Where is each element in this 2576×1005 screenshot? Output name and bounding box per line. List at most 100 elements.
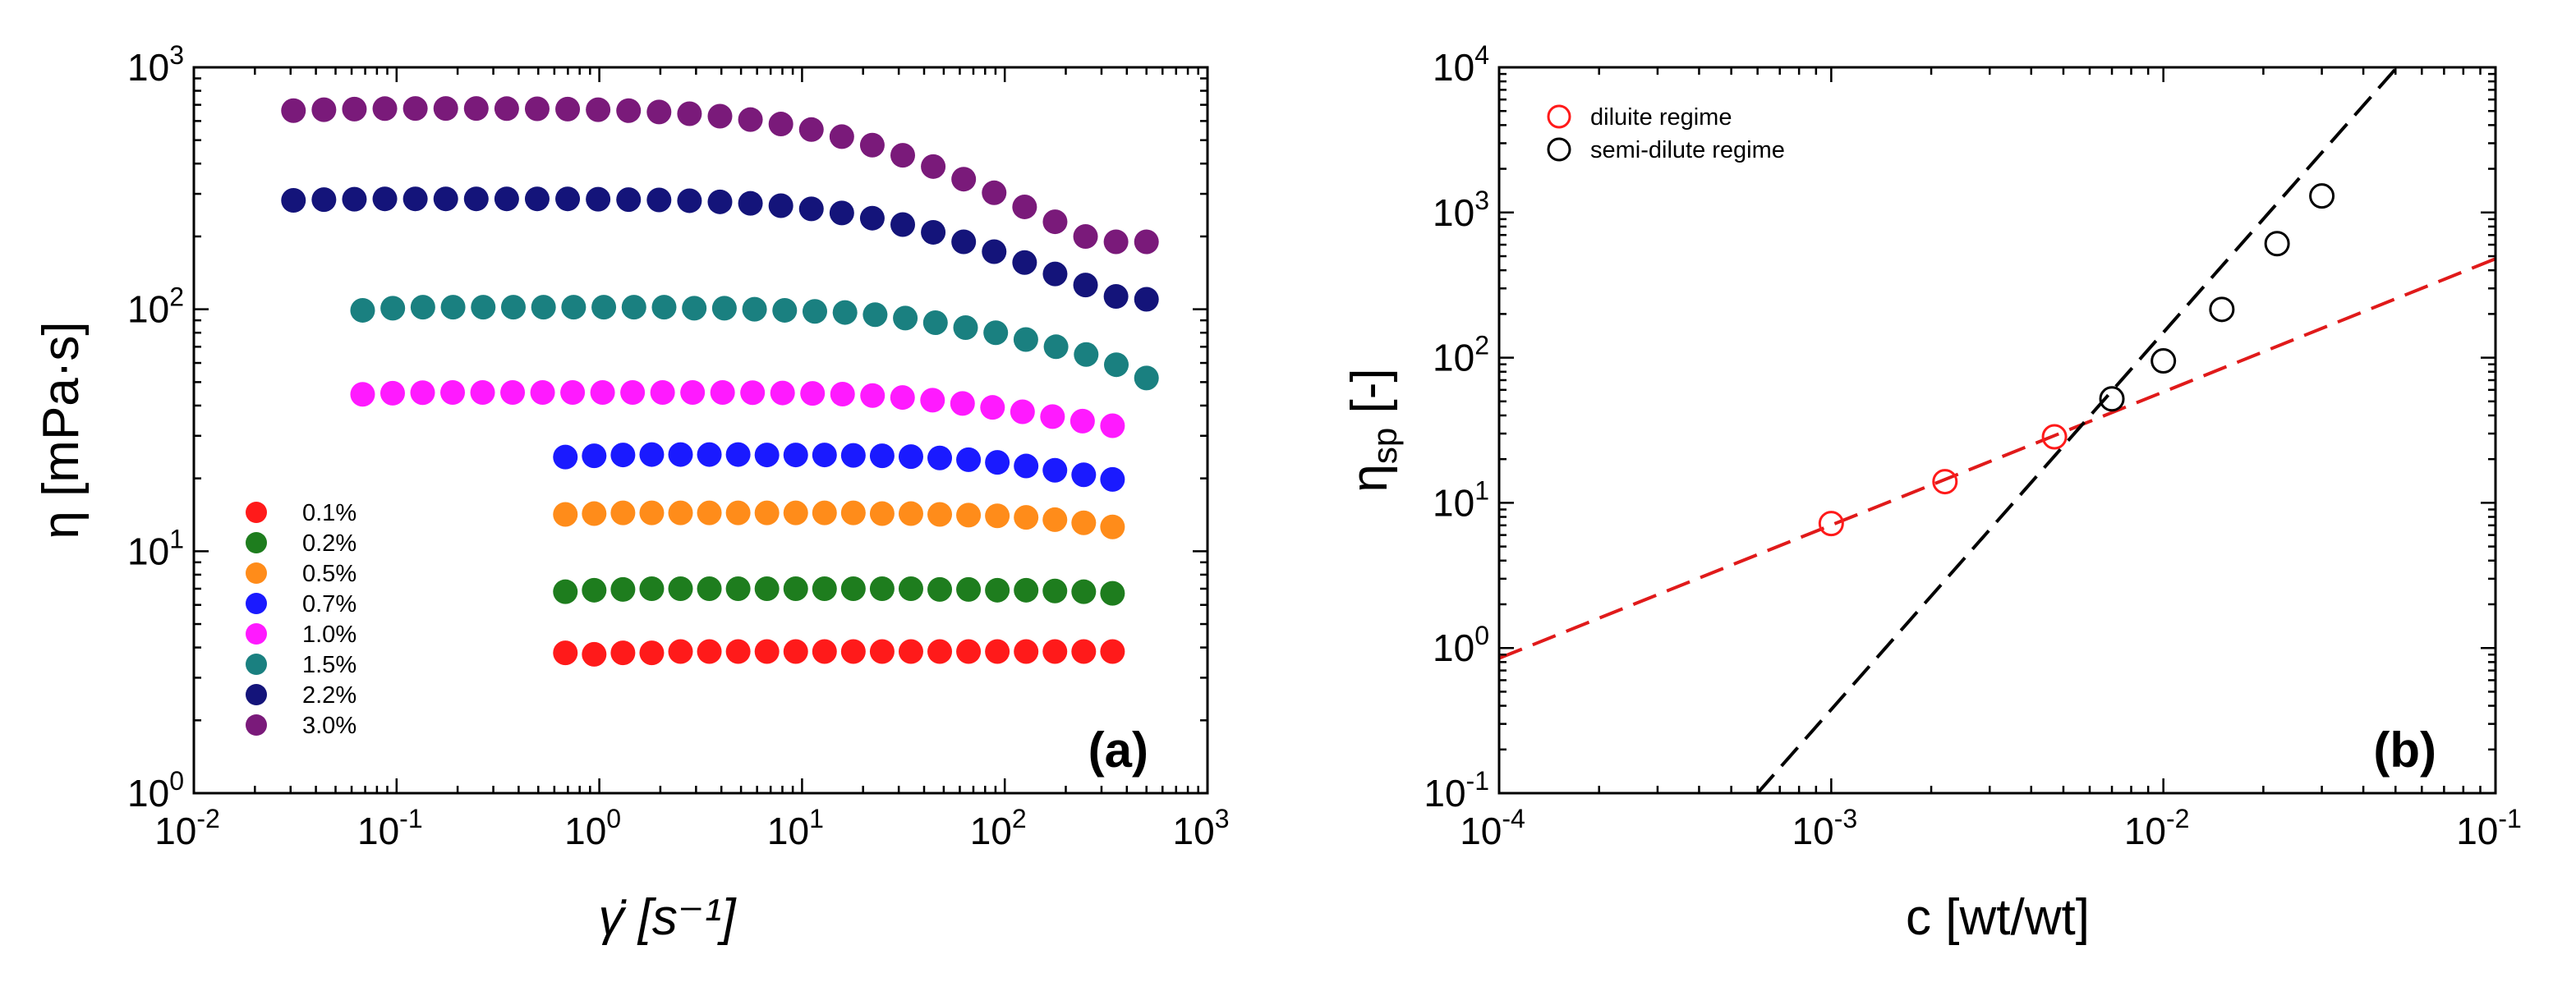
data-point — [1042, 578, 1068, 603]
panel-b-y-tick-exponent: 4 — [1474, 40, 1489, 70]
data-point — [921, 219, 946, 245]
data-point — [812, 443, 837, 468]
data-point — [372, 186, 398, 212]
data-point — [621, 295, 646, 320]
data-point — [380, 380, 405, 406]
panel-a-y-tick-label: 102 — [127, 282, 184, 331]
data-point — [500, 380, 526, 406]
data-point — [1012, 194, 1037, 219]
data-point — [342, 186, 367, 212]
data-point — [639, 500, 665, 525]
panel-a-y-tick-label: 101 — [127, 524, 184, 572]
data-point — [840, 639, 866, 664]
data-point — [890, 212, 916, 237]
data-point — [433, 96, 458, 122]
data-point — [840, 443, 866, 468]
panel-b-x-tick-exponent: -2 — [2166, 804, 2189, 833]
series-semi-dilute regime — [2099, 183, 2335, 412]
data-point — [677, 188, 702, 213]
panel-a-x-tick-label: 101 — [767, 804, 824, 852]
panel-a-y-tick-base: 10 — [127, 772, 169, 815]
panel-a-x-tick-exponent: -2 — [196, 804, 219, 833]
data-point — [677, 101, 702, 126]
data-point — [380, 296, 406, 321]
data-point — [463, 186, 489, 212]
panel-b-y-tick-exponent: 1 — [1474, 475, 1489, 505]
panel-b-y-tick-base: 10 — [1433, 481, 1474, 524]
data-point — [956, 447, 982, 472]
data-point — [311, 187, 337, 213]
data-point — [812, 639, 837, 664]
data-point — [898, 501, 923, 526]
panel-a-y-tick-exponent: 3 — [169, 40, 184, 70]
data-point — [1103, 284, 1129, 310]
legend-item: diluite regime — [1547, 104, 1732, 131]
data-point — [711, 296, 737, 321]
panel-b-y-tick-label: 10-1 — [1424, 766, 1489, 815]
legend-marker — [246, 623, 267, 645]
data-point — [738, 190, 763, 216]
data-point — [754, 500, 780, 525]
panel-a-x-tick-exponent: -1 — [399, 804, 422, 833]
data-point — [350, 382, 375, 407]
legend-marker — [246, 532, 267, 553]
data-point — [639, 640, 665, 666]
panel-a-x-tick-label: 10-2 — [154, 804, 220, 852]
data-point — [639, 442, 665, 467]
data-point — [1074, 342, 1099, 367]
panel-b-x-tick-base: 10 — [2124, 810, 2166, 852]
panel-b-y-axis-title: ηsp [-] — [1341, 368, 1404, 492]
panel-b-y-axis-title-sub: sp — [1365, 428, 1404, 464]
data-point — [2041, 424, 2068, 450]
data-point — [440, 295, 466, 320]
data-point — [668, 442, 693, 467]
panel-a-x-tick-base: 10 — [970, 810, 1012, 852]
data-point — [530, 380, 555, 406]
data-point — [2309, 183, 2335, 209]
data-point — [590, 380, 615, 406]
data-point — [1071, 639, 1097, 664]
data-point — [951, 229, 977, 255]
panel-b-x-axis-title: c [wt/wt] — [1906, 889, 2090, 946]
panel-b-plot-frame — [1497, 66, 2497, 795]
legend-label: 0.7% — [302, 591, 356, 617]
data-point — [829, 124, 854, 149]
data-point — [1134, 229, 1159, 255]
panel-b-y-tick-base: 10 — [1433, 337, 1474, 379]
data-point — [668, 639, 693, 664]
panel-a-y-tick-exponent: 1 — [169, 524, 184, 553]
data-point — [372, 96, 398, 122]
data-point — [555, 96, 581, 122]
data-point — [433, 186, 458, 212]
data-point — [802, 299, 827, 324]
data-point — [1042, 457, 1068, 483]
panel-a-x-tick-exponent: 1 — [809, 804, 824, 833]
data-point — [531, 295, 556, 320]
data-point — [680, 380, 706, 406]
legend-label: 3.0% — [302, 713, 356, 739]
data-point — [783, 639, 808, 664]
data-point — [725, 500, 751, 525]
panel-a-x-tick-base: 10 — [154, 810, 196, 852]
data-point — [812, 500, 837, 525]
data-point — [725, 639, 751, 664]
data-point — [402, 186, 428, 212]
data-point — [697, 639, 722, 664]
data-point — [494, 96, 519, 122]
data-point — [1014, 505, 1039, 530]
data-point — [494, 186, 519, 212]
panel-a-letter: (a) — [1088, 723, 1148, 778]
data-point — [682, 296, 707, 321]
data-point — [620, 380, 646, 406]
legend-label: 2.2% — [302, 682, 356, 709]
panel-b-y-axis-title-rest: [-] — [1341, 368, 1398, 427]
data-point — [586, 97, 611, 122]
legend-marker — [246, 562, 267, 584]
data-point — [840, 500, 866, 525]
panel-a-x-tick-label: 10-1 — [357, 804, 423, 852]
data-point — [922, 310, 948, 336]
data-point — [953, 314, 978, 340]
data-point — [1042, 507, 1068, 532]
data-point — [610, 500, 636, 525]
